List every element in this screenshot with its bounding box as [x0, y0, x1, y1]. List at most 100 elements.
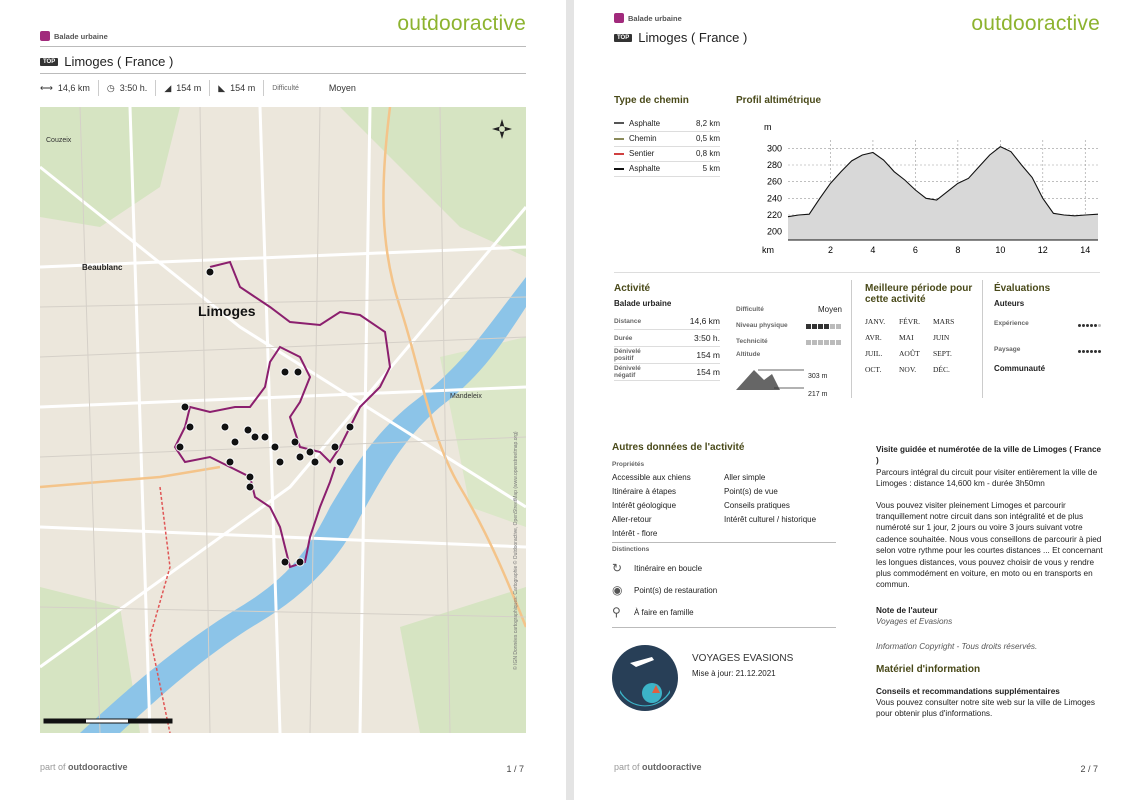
level-dot — [836, 340, 841, 345]
map-attribution: © IGN Données cartographiques: Cartograp… — [513, 431, 519, 670]
section-heading: Profil altimétrique — [736, 95, 822, 106]
level-dot — [1094, 324, 1097, 327]
x-tick-label: 4 — [870, 245, 875, 255]
loop-icon: ↻ — [612, 561, 623, 575]
section-heading: Meilleure période pour cette activité — [865, 283, 973, 305]
ratings-section: Évaluations Auteurs Expérience Paysage C… — [994, 283, 1102, 373]
ascent-icon: ◢ — [164, 82, 172, 93]
property-item: Accessible aux chiens — [612, 473, 691, 482]
level-dot — [1098, 324, 1101, 327]
month-cell: DÉC. — [933, 365, 950, 374]
description-p2: Vous pouvez visiter pleinement Limoges e… — [876, 500, 1103, 590]
level-dot — [824, 324, 829, 329]
page-title: TOP Limoges ( France ) — [614, 30, 747, 45]
divider — [982, 280, 983, 398]
property-item: Aller simple — [724, 473, 766, 482]
level-dot — [1094, 350, 1097, 353]
clock-icon: ◷ — [106, 82, 115, 93]
page-title: TOP Limoges ( France ) — [40, 54, 173, 69]
month-cell: MARS — [933, 317, 955, 326]
level-dot — [830, 340, 835, 345]
activity-stat-row: Dénivelé positif 154 m — [614, 348, 720, 364]
landscape-dots — [1078, 340, 1102, 358]
path-types-table: Asphalte 8,2 km Chemin 0,5 km Sentier 0,8 km A… — [614, 116, 720, 177]
title-text: Limoges ( France ) — [64, 54, 174, 69]
walking-icon — [40, 31, 50, 41]
level-dot — [1098, 350, 1101, 353]
y-tick-label: 240 — [767, 193, 782, 203]
section-heading: Matériel d'information — [876, 664, 981, 676]
map-label-district: Couzeix — [46, 137, 72, 144]
property-item: Intérêt géologique — [612, 501, 677, 510]
divider — [612, 627, 836, 628]
x-tick-label: 2 — [828, 245, 833, 255]
divider — [40, 46, 526, 47]
category-label: Balade urbaine — [40, 31, 108, 41]
brand-logo: outdooractive — [971, 12, 1100, 35]
brand-logo: outdooractive — [397, 12, 526, 35]
route-map[interactable]: Limoges Beaublanc Mandeleix Couzeix © IG… — [40, 107, 526, 733]
x-tick-label: 14 — [1080, 245, 1090, 255]
level-dot — [806, 340, 811, 345]
author-info: VOYAGES EVASIONS Mise à jour: 21.12.2021 — [692, 653, 793, 711]
x-tick-label: 6 — [913, 245, 918, 255]
map-label-district: Beaublanc — [82, 263, 123, 272]
section-heading: Type de chemin — [614, 95, 689, 106]
top-badge: TOP — [614, 33, 633, 42]
distinction-item: ◉ Point(s) de restauration — [612, 583, 718, 597]
distinction-item: ⚲ À faire en famille — [612, 605, 694, 619]
property-item: Conseils pratiques — [724, 501, 790, 510]
x-tick-label: 10 — [995, 245, 1005, 255]
y-tick-label: 200 — [767, 227, 782, 237]
property-item: Point(s) de vue — [724, 487, 778, 496]
family-icon: ⚲ — [612, 605, 621, 619]
map-label-city: Limoges — [198, 303, 256, 319]
copyright-text: Information Copyright - Tous droits rése… — [876, 641, 1038, 651]
month-cell: AOÛT — [899, 349, 920, 358]
page-number: 2 / 7 — [1080, 764, 1098, 774]
activity-stats: Distance 14,6 km Durée 3:50 h. Dénivelé posi… — [614, 313, 720, 381]
stat-descent: ◣ 154 m — [209, 80, 263, 96]
activity-levels: Difficulté Moyen Niveau physique Technic… — [736, 301, 842, 405]
author-name[interactable]: VOYAGES EVASIONS — [692, 653, 794, 664]
month-cell: AVR. — [865, 333, 882, 342]
y-tick-label: 260 — [767, 177, 782, 187]
divider — [614, 272, 1100, 273]
advice-heading: Conseils et recommandations supplémentai… — [876, 686, 1060, 696]
x-tick-label: 12 — [1038, 245, 1048, 255]
map-label-district: Mandeleix — [450, 393, 482, 400]
level-dot — [1090, 350, 1093, 353]
distinctions-list: ↻ Itinéraire en boucle ◉ Point(s) de restau… — [612, 557, 838, 623]
month-cell: JUIL. — [865, 349, 883, 358]
footer: part of outdooractive — [614, 762, 702, 772]
descent-icon: ◣ — [218, 82, 226, 93]
level-dot — [1082, 350, 1085, 353]
path-color-swatch — [614, 137, 624, 140]
activity-section: Activité Balade urbaine Distance 14,6 km D… — [614, 283, 842, 398]
path-color-swatch — [614, 152, 624, 155]
level-dot — [812, 340, 817, 345]
y-tick-label: 220 — [767, 210, 782, 220]
other-data-section: Autres données de l'activité Propriétés … — [612, 442, 838, 628]
author-block: VOYAGES EVASIONS Mise à jour: 21.12.2021 — [612, 645, 838, 711]
path-color-swatch — [614, 167, 624, 170]
level-dot — [1082, 324, 1085, 327]
advice-text: Vous pouvez consulter notre site web sur… — [876, 697, 1095, 719]
difficulty-row: Difficulté Moyen — [736, 304, 842, 314]
y-unit-label: m — [764, 122, 772, 132]
section-heading: Évaluations — [994, 283, 1051, 294]
physical-level-dots — [806, 316, 842, 334]
ratings-community: Communauté — [994, 364, 1046, 373]
author-updated: Mise à jour: 21.12.2021 — [692, 669, 776, 678]
path-type-row: Asphalte 8,2 km — [614, 116, 720, 132]
month-cell: OCT. — [865, 365, 882, 374]
y-tick-label: 300 — [767, 143, 782, 153]
top-badge: TOP — [40, 57, 59, 66]
ratings-authors: Auteurs — [994, 299, 1025, 308]
activity-stat-row: Durée 3:50 h. — [614, 330, 720, 347]
experience-dots — [1078, 314, 1102, 332]
level-dot — [818, 340, 823, 345]
divider — [40, 73, 526, 74]
month-cell: NOV. — [899, 365, 917, 374]
description-section: Visite guidée et numérotée de la ville d… — [876, 444, 1106, 720]
